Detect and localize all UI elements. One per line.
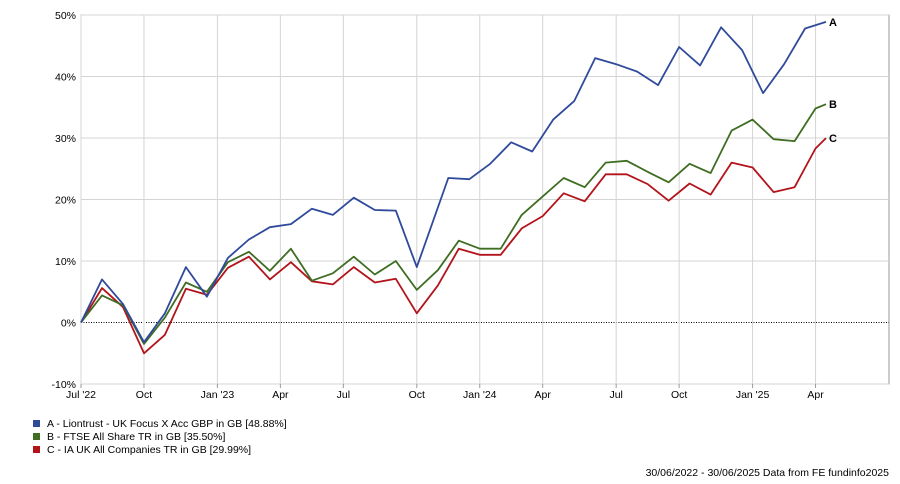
- x-tick-label: Apr: [807, 389, 824, 401]
- legend-item-a: A - Liontrust - UK Focus X Acc GBP in GB…: [33, 417, 287, 430]
- x-tick-label: Apr: [272, 389, 289, 401]
- x-tick-label: Oct: [671, 389, 687, 401]
- series-end-label-b: B: [829, 99, 837, 111]
- series-end-label-a: A: [829, 17, 837, 29]
- series-line-b: [80, 103, 827, 345]
- legend-item-b: B - FTSE All Share TR in GB [35.50%]: [33, 430, 287, 443]
- legend-label-b: B - FTSE All Share TR in GB [35.50%]: [47, 430, 226, 443]
- legend-swatch-a: [33, 420, 40, 427]
- x-tick-label: Oct: [409, 389, 425, 401]
- y-tick-label: 40%: [55, 72, 76, 84]
- x-tick-label: Oct: [136, 389, 152, 401]
- y-tick-label: -10%: [51, 379, 76, 391]
- y-tick-label: 50%: [55, 10, 76, 22]
- x-tick-label: Jul: [609, 389, 622, 401]
- legend-label-a: A - Liontrust - UK Focus X Acc GBP in GB…: [47, 417, 287, 430]
- x-tick-label: Jan '25: [736, 389, 770, 401]
- x-tick-label: Jan '24: [463, 389, 497, 401]
- legend-label-c: C - IA UK All Companies TR in GB [29.99%…: [47, 443, 252, 456]
- series-end-label-c: C: [829, 133, 837, 145]
- series-line-c: [80, 137, 827, 355]
- series-line-a: [80, 21, 827, 344]
- y-tick-label: 30%: [55, 133, 76, 145]
- y-tick-label: 20%: [55, 195, 76, 207]
- x-tick-label: Jul '22: [66, 389, 96, 401]
- x-tick-label: Jan '23: [201, 389, 235, 401]
- legend: A - Liontrust - UK Focus X Acc GBP in GB…: [33, 417, 287, 456]
- legend-item-c: C - IA UK All Companies TR in GB [29.99%…: [33, 443, 287, 456]
- legend-swatch-b: [33, 433, 40, 440]
- x-tick-label: Jul: [337, 389, 350, 401]
- y-tick-label: 0%: [61, 318, 76, 330]
- footer-source: 30/06/2022 - 30/06/2025 Data from FE fun…: [645, 467, 889, 479]
- y-tick-label: 10%: [55, 256, 76, 268]
- x-tick-label: Apr: [535, 389, 552, 401]
- legend-swatch-c: [33, 446, 40, 453]
